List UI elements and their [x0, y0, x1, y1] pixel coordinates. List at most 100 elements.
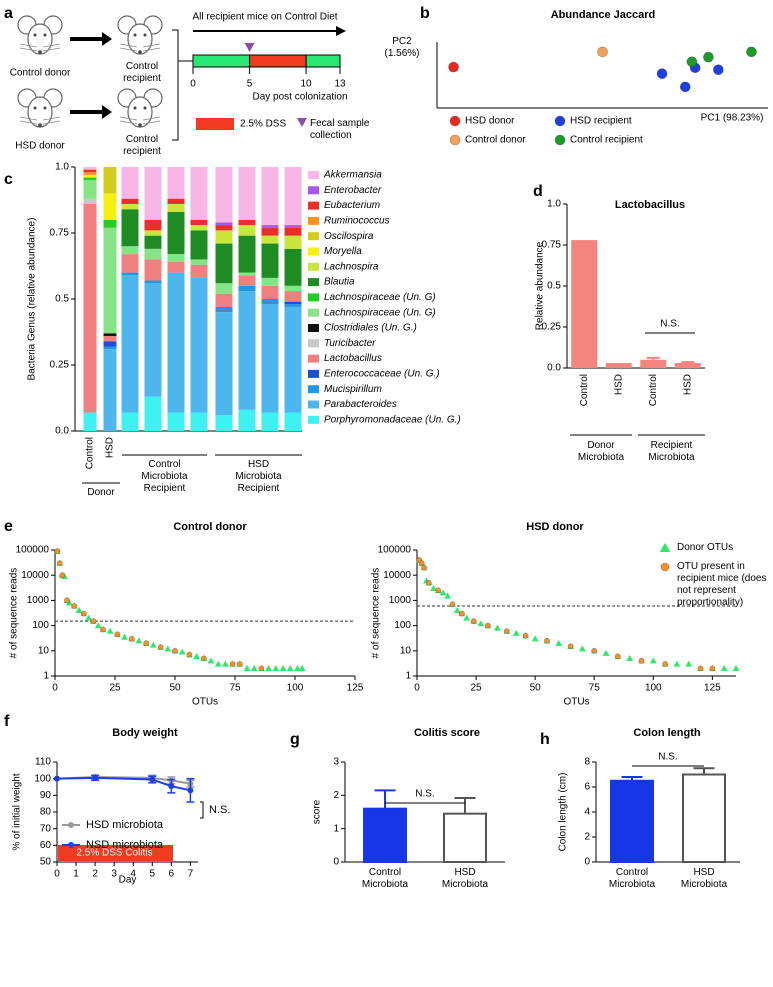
mouse-whisker	[42, 116, 61, 121]
x-tick-label: 1	[73, 869, 79, 880]
legend-marker	[449, 134, 461, 146]
point	[54, 775, 60, 782]
y-tick-label: 1	[405, 671, 411, 682]
x-tick-label: 125	[704, 683, 721, 694]
point	[157, 644, 164, 651]
bar-segment	[261, 412, 279, 431]
bar-segment	[167, 262, 185, 273]
mouse-icon	[17, 15, 63, 55]
point	[286, 665, 294, 672]
mouse-head	[127, 23, 153, 55]
point	[106, 627, 114, 634]
donor-label: HSD donor	[15, 141, 65, 152]
y-tick-label: 10000	[21, 570, 49, 581]
legend-label: Porphyromonadaceae (Un. G.)	[324, 414, 461, 425]
mouse-eye	[43, 33, 47, 37]
bar-segment	[261, 225, 279, 228]
point	[80, 610, 87, 617]
legend-label: Lactobacillus	[324, 353, 382, 364]
x-tick-label: Control	[85, 437, 96, 469]
legend-swatch	[308, 278, 319, 287]
legend-label: NSD microbiota	[86, 839, 164, 851]
bar-segment	[238, 219, 256, 226]
legend-swatch	[308, 293, 319, 302]
mouse-eye	[133, 106, 137, 110]
point	[143, 640, 150, 647]
significance-bracket	[200, 801, 204, 819]
legend-swatch	[308, 324, 319, 332]
x-tick-label: 100	[287, 683, 304, 694]
sample-legend-label: Fecal sample collection	[310, 118, 370, 141]
panel-letter: d	[533, 183, 543, 200]
y-tick-label: 3	[333, 757, 339, 768]
y-tick-label: 1000	[389, 595, 412, 606]
legend-swatch	[308, 247, 319, 256]
error-bar	[621, 776, 643, 781]
annotation: N.S.	[658, 752, 677, 763]
legend-swatch	[308, 171, 319, 179]
y-axis-label: Relative abundance	[535, 241, 546, 330]
legend-label: Parabacteroides	[324, 399, 397, 410]
bar-segment	[190, 264, 208, 278]
y-tick-label: 0.5	[55, 294, 69, 305]
panel-letter: e	[4, 518, 13, 535]
point	[193, 653, 200, 659]
x-tick-label: 25	[109, 683, 121, 694]
point	[178, 648, 186, 655]
group-label: Donor Microbiota	[577, 440, 625, 463]
bar-segment	[215, 222, 233, 226]
point	[493, 624, 501, 631]
bar-segment	[144, 219, 162, 231]
point	[75, 607, 83, 614]
mouse-head	[27, 96, 53, 128]
point	[709, 665, 716, 672]
point	[66, 599, 73, 606]
bar-segment	[190, 412, 208, 431]
bar	[640, 359, 667, 368]
bar-segment	[190, 219, 208, 226]
mouse-icon	[17, 88, 63, 128]
panel-letter: b	[420, 5, 430, 22]
bar-segment	[261, 227, 279, 236]
point	[746, 46, 757, 58]
point	[503, 628, 510, 635]
x-tick-label: 0	[414, 683, 420, 694]
bar-segment	[190, 225, 208, 231]
sample-legend-marker	[297, 118, 307, 127]
chart-title: Lactobacillus	[615, 199, 685, 211]
point	[470, 618, 477, 625]
bar-segment	[215, 225, 233, 231]
point	[222, 660, 229, 667]
legend-label: Moryella	[324, 246, 362, 257]
point	[250, 665, 258, 672]
mouse-whisker	[119, 47, 138, 52]
x-tick-label: 100	[645, 683, 662, 694]
mouse-icon	[117, 88, 163, 128]
point	[626, 655, 634, 661]
mouse-whisker	[42, 47, 61, 52]
bar-segment	[167, 412, 185, 431]
x-tick-label: 6	[169, 869, 175, 880]
y-tick-label: 100	[394, 620, 411, 631]
bar-segment	[103, 193, 117, 220]
bar-segment	[238, 235, 256, 273]
point	[425, 579, 432, 586]
x-tick-label: 125	[347, 683, 364, 694]
y-tick-label: 2	[584, 832, 590, 843]
bar-segment	[83, 172, 97, 175]
bar-segment	[144, 259, 162, 281]
x-tick-label: HSD	[682, 374, 693, 395]
legend-swatch	[308, 308, 319, 317]
bar-segment	[238, 272, 256, 276]
legend-label: OTU present in recipient mice (does not …	[677, 561, 767, 608]
mouse-whisker	[142, 116, 161, 121]
bar-segment	[103, 341, 117, 347]
y-axis-label: Colon length (cm)	[558, 773, 569, 852]
point	[214, 660, 222, 667]
mouse-whisker	[142, 120, 161, 125]
y-axis-label: PC2 (1.56%)	[384, 36, 420, 59]
diet-arrow-head	[336, 26, 346, 36]
bar-segment	[103, 335, 117, 342]
bar-segment	[103, 333, 117, 336]
x-tick-label: 0	[52, 683, 58, 694]
